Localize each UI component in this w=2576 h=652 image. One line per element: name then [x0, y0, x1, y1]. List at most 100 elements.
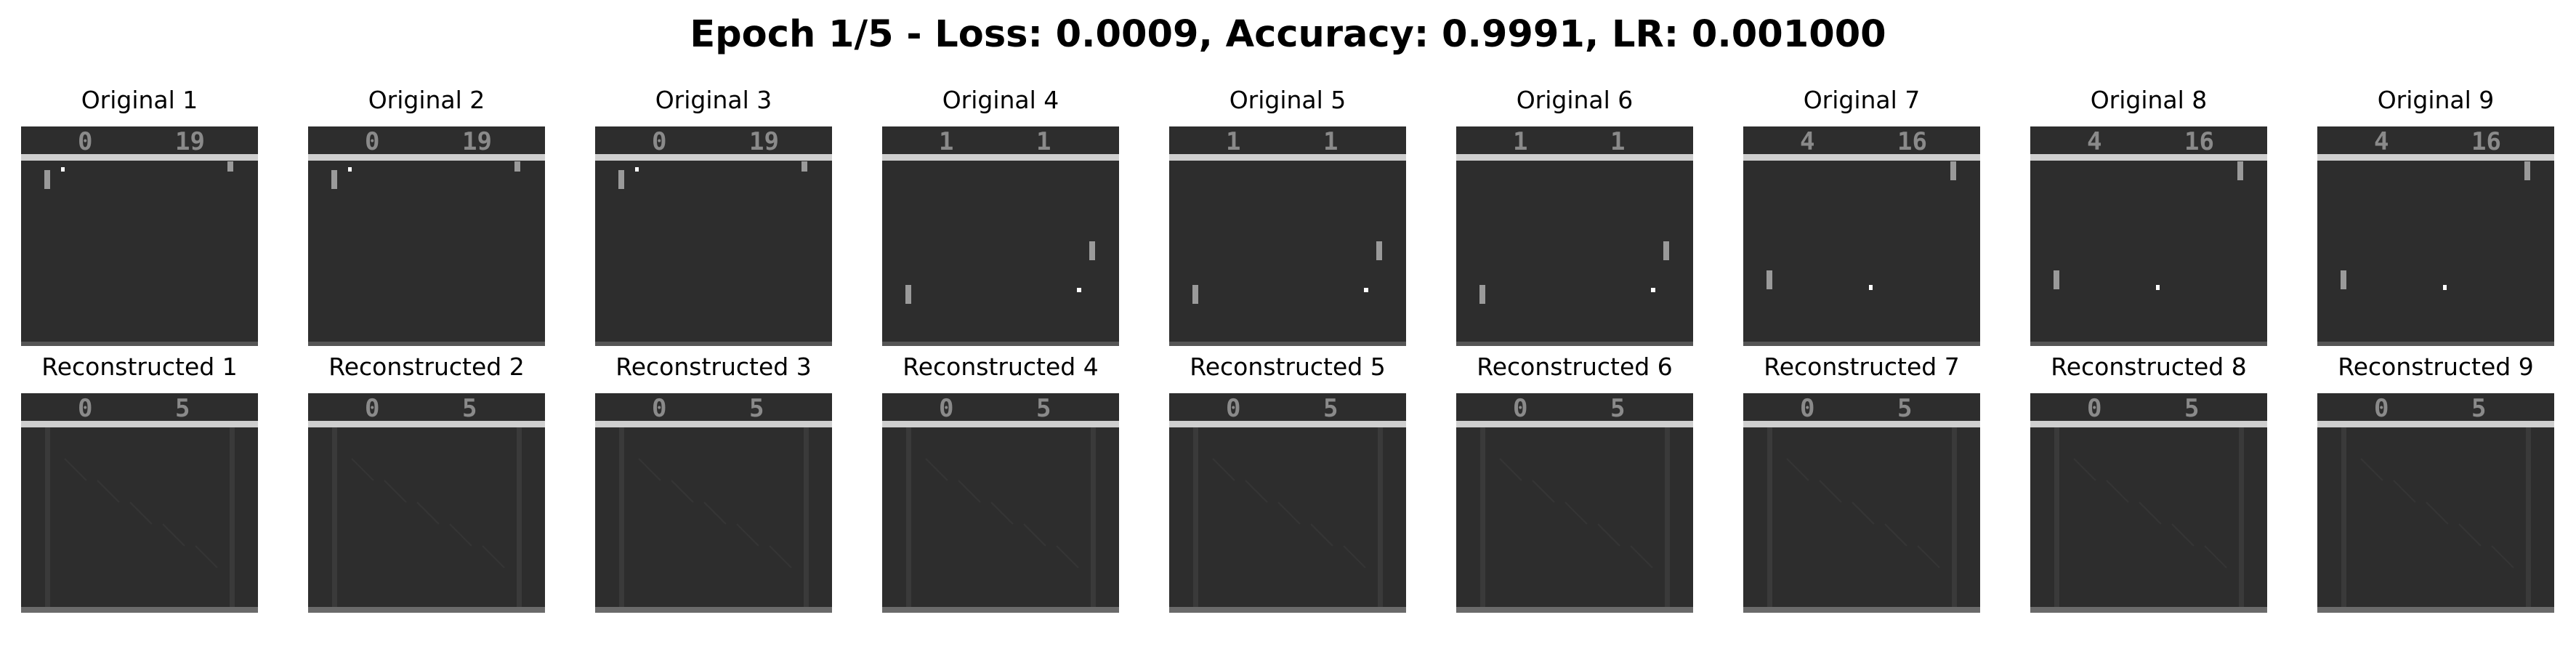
score-left: 0 — [1800, 394, 1814, 423]
panel-caption: Reconstructed 9 — [2338, 353, 2534, 381]
game-frame: 4 16 — [2030, 126, 2267, 346]
left-paddle — [1479, 285, 1485, 304]
top-wall — [308, 154, 545, 161]
ghost-left-paddle — [906, 427, 911, 608]
noise-line — [482, 545, 505, 568]
noise-line — [1532, 480, 1555, 503]
panel-caption: Reconstructed 4 — [903, 353, 1099, 381]
left-paddle — [2054, 270, 2059, 289]
frame-background — [1743, 393, 1980, 613]
score-left: 0 — [365, 394, 379, 423]
score-left: 0 — [1226, 394, 1240, 423]
ghost-right-paddle — [2526, 427, 2531, 608]
noise-line — [1884, 523, 1907, 547]
panel-caption: Original 6 — [1516, 86, 1634, 114]
frame-background — [21, 126, 258, 346]
score-left: 0 — [365, 127, 379, 156]
ghost-left-paddle — [1767, 427, 1772, 608]
noise-line — [97, 480, 120, 503]
noise-line — [162, 523, 185, 547]
game-frame: 0 19 — [308, 126, 545, 346]
noise-line — [2171, 523, 2195, 547]
left-paddle — [618, 170, 624, 189]
score-left: 1 — [1513, 127, 1527, 156]
ball — [1364, 288, 1368, 292]
panel-caption: Reconstructed 7 — [1764, 353, 1960, 381]
noise-line — [736, 523, 759, 547]
top-wall — [1743, 154, 1980, 161]
top-wall — [2030, 421, 2267, 427]
noise-line — [1343, 545, 1366, 568]
panel-caption: Original 5 — [1229, 86, 1346, 114]
top-wall — [595, 421, 832, 427]
noise-line — [1786, 458, 1809, 481]
noise-line — [2139, 502, 2162, 525]
top-wall — [1169, 421, 1406, 427]
bottom-edge — [308, 607, 545, 613]
score-right: 16 — [1897, 127, 1927, 156]
ball — [61, 167, 65, 172]
noise-line — [1630, 545, 1653, 568]
top-wall — [1456, 154, 1693, 161]
ghost-left-paddle — [2054, 427, 2059, 608]
score-left: 0 — [78, 127, 92, 156]
ball — [348, 167, 352, 172]
score-right: 5 — [1610, 394, 1625, 423]
noise-line — [1245, 480, 1268, 503]
score-right: 1 — [1036, 127, 1051, 156]
figure-title: Epoch 1/5 - Loss: 0.0009, Accuracy: 0.99… — [690, 13, 1886, 56]
score-left: 0 — [2087, 394, 2101, 423]
panel-caption: Reconstructed 5 — [1190, 353, 1386, 381]
score-right: 19 — [175, 127, 205, 156]
bottom-edge — [21, 342, 258, 346]
frame-background — [595, 393, 832, 613]
ghost-left-paddle — [332, 427, 337, 608]
right-paddle — [2237, 161, 2243, 180]
panel-caption: Original 2 — [368, 86, 485, 114]
score-left: 0 — [652, 394, 666, 423]
frame-background — [1456, 126, 1693, 346]
right-paddle — [1089, 241, 1095, 260]
left-paddle — [905, 285, 911, 304]
left-paddle — [2341, 270, 2346, 289]
noise-line — [384, 480, 407, 503]
bottom-edge — [595, 607, 832, 613]
ghost-right-paddle — [1378, 427, 1383, 608]
frame-background — [2030, 126, 2267, 346]
score-right: 5 — [749, 394, 764, 423]
bottom-edge — [595, 342, 832, 346]
game-frame: 4 16 — [1743, 126, 1980, 346]
ball — [1077, 288, 1081, 292]
right-paddle — [1376, 241, 1382, 260]
panel-caption: Original 3 — [655, 86, 772, 114]
score-right: 19 — [462, 127, 492, 156]
ball — [635, 167, 639, 172]
panel-caption: Reconstructed 1 — [41, 353, 238, 381]
noise-line — [638, 458, 661, 481]
frame-background — [1456, 393, 1693, 613]
frame-background — [882, 393, 1119, 613]
ghost-right-paddle — [517, 427, 522, 608]
score-left: 4 — [1800, 127, 1814, 156]
score-right: 5 — [1323, 394, 1338, 423]
ghost-right-paddle — [804, 427, 809, 608]
top-wall — [1456, 421, 1693, 427]
panel-caption: Reconstructed 2 — [328, 353, 525, 381]
noise-line — [703, 502, 727, 525]
noise-line — [2360, 458, 2383, 481]
ball — [1869, 285, 1873, 290]
panel-caption: Reconstructed 3 — [615, 353, 812, 381]
noise-line — [2426, 502, 2449, 525]
ghost-left-paddle — [619, 427, 624, 608]
noise-line — [1499, 458, 1522, 481]
